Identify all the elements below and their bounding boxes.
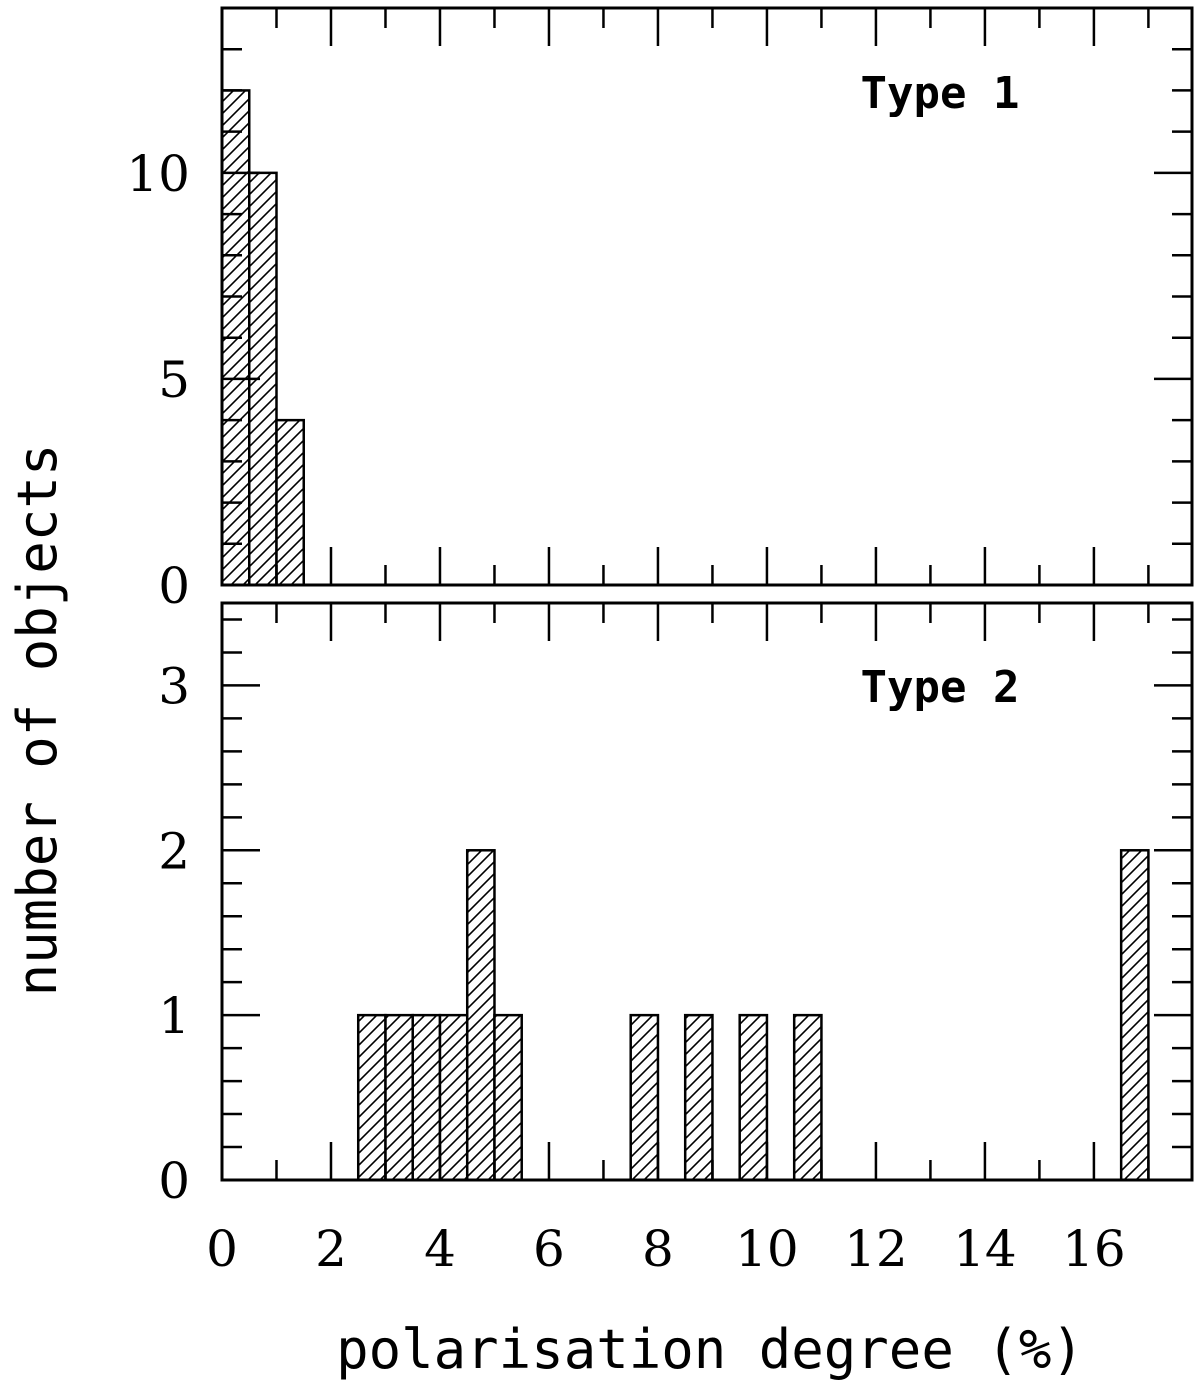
type2-bar xyxy=(738,1013,769,1182)
type2-y-tick-label: 2 xyxy=(158,822,190,880)
x-tick-label: 4 xyxy=(424,1220,456,1278)
type2-bar xyxy=(438,1013,469,1182)
x-tick-label: 10 xyxy=(735,1220,799,1278)
type1-bar xyxy=(275,418,305,587)
x-tick-label: 14 xyxy=(953,1220,1017,1278)
type2-panel-title: Type 2 xyxy=(861,662,1020,713)
type2-bar xyxy=(465,849,496,1182)
type2-bar xyxy=(493,1013,523,1182)
type2-bar xyxy=(792,1013,823,1182)
type1-frame xyxy=(220,6,1194,587)
type2-bar xyxy=(356,1013,387,1182)
type2-bar xyxy=(683,1013,714,1182)
x-tick-label: 0 xyxy=(206,1220,238,1278)
x-tick-label: 2 xyxy=(315,1220,347,1278)
x-axis-label: polarisation degree (%) xyxy=(336,1318,1084,1381)
x-tick-label: 16 xyxy=(1062,1220,1126,1278)
type2-bar xyxy=(384,1013,414,1182)
y-axis-label: number of objects xyxy=(6,444,69,997)
type2-bar xyxy=(411,1013,442,1182)
x-tick-label: 8 xyxy=(642,1220,674,1278)
type1-panel-title: Type 1 xyxy=(861,68,1020,119)
x-tick-label: 6 xyxy=(533,1220,565,1278)
type2-y-tick-label: 0 xyxy=(158,1152,190,1210)
type2-bar xyxy=(629,1013,660,1182)
type2-y-tick-label: 3 xyxy=(158,657,190,715)
type2-y-tick-label: 1 xyxy=(158,987,190,1045)
x-tick-label: 12 xyxy=(844,1220,908,1278)
type2-frame xyxy=(220,601,1194,1182)
type1-panel: 0 5 10 Type 1 xyxy=(126,6,1194,615)
type1-y-tick-label: 0 xyxy=(158,557,190,615)
type2-bar xyxy=(1119,849,1150,1182)
type1-y-tick-label: 10 xyxy=(126,145,190,203)
type1-y-tick-label: 5 xyxy=(158,351,190,409)
